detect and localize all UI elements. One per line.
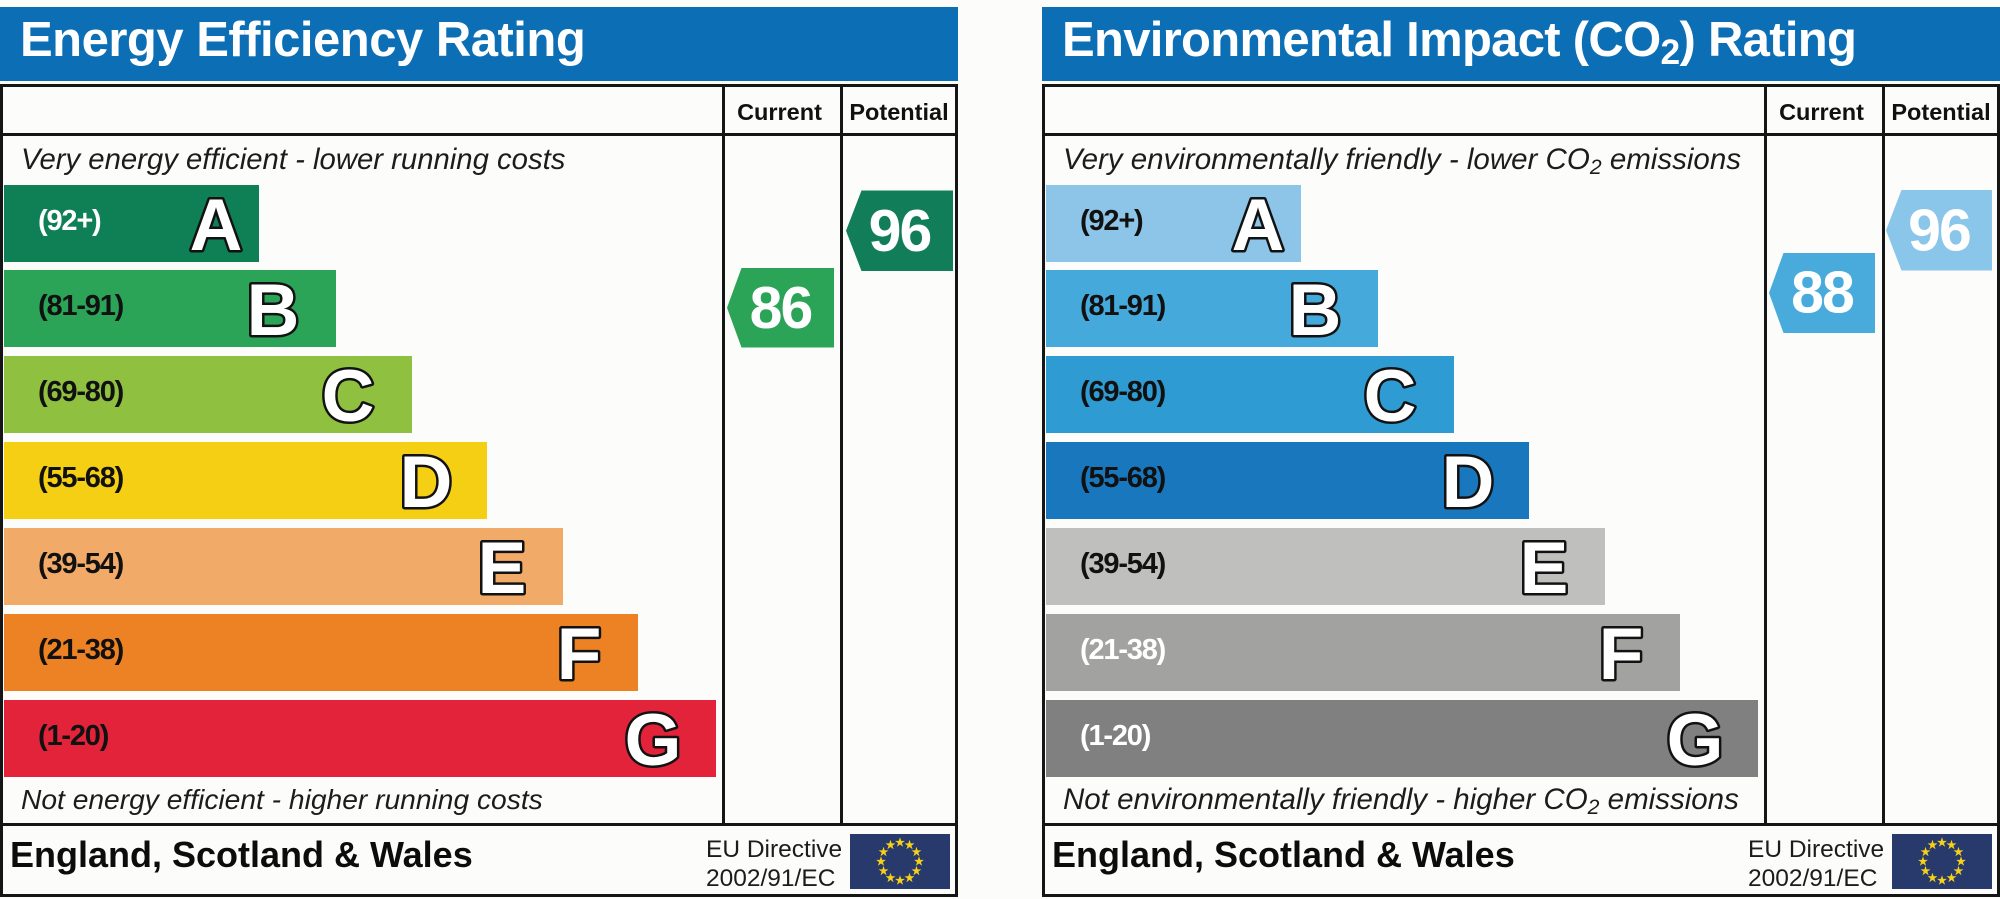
svg-text:C: C: [322, 356, 375, 437]
svg-text:96: 96: [1908, 198, 1970, 264]
svg-text:96: 96: [869, 198, 931, 264]
svg-text:B: B: [247, 270, 300, 351]
svg-text:G: G: [1667, 700, 1724, 781]
svg-text:G: G: [625, 700, 682, 781]
svg-text:D: D: [1442, 442, 1495, 523]
svg-text:A: A: [190, 185, 243, 266]
svg-text:D: D: [400, 442, 453, 523]
svg-text:E: E: [478, 528, 527, 609]
svg-text:A: A: [1232, 185, 1285, 266]
svg-text:E: E: [1520, 528, 1569, 609]
svg-text:88: 88: [1791, 260, 1853, 326]
svg-text:B: B: [1289, 270, 1342, 351]
svg-text:F: F: [1599, 614, 1644, 695]
svg-text:C: C: [1364, 356, 1417, 437]
svg-text:86: 86: [750, 275, 812, 341]
svg-text:F: F: [557, 614, 602, 695]
